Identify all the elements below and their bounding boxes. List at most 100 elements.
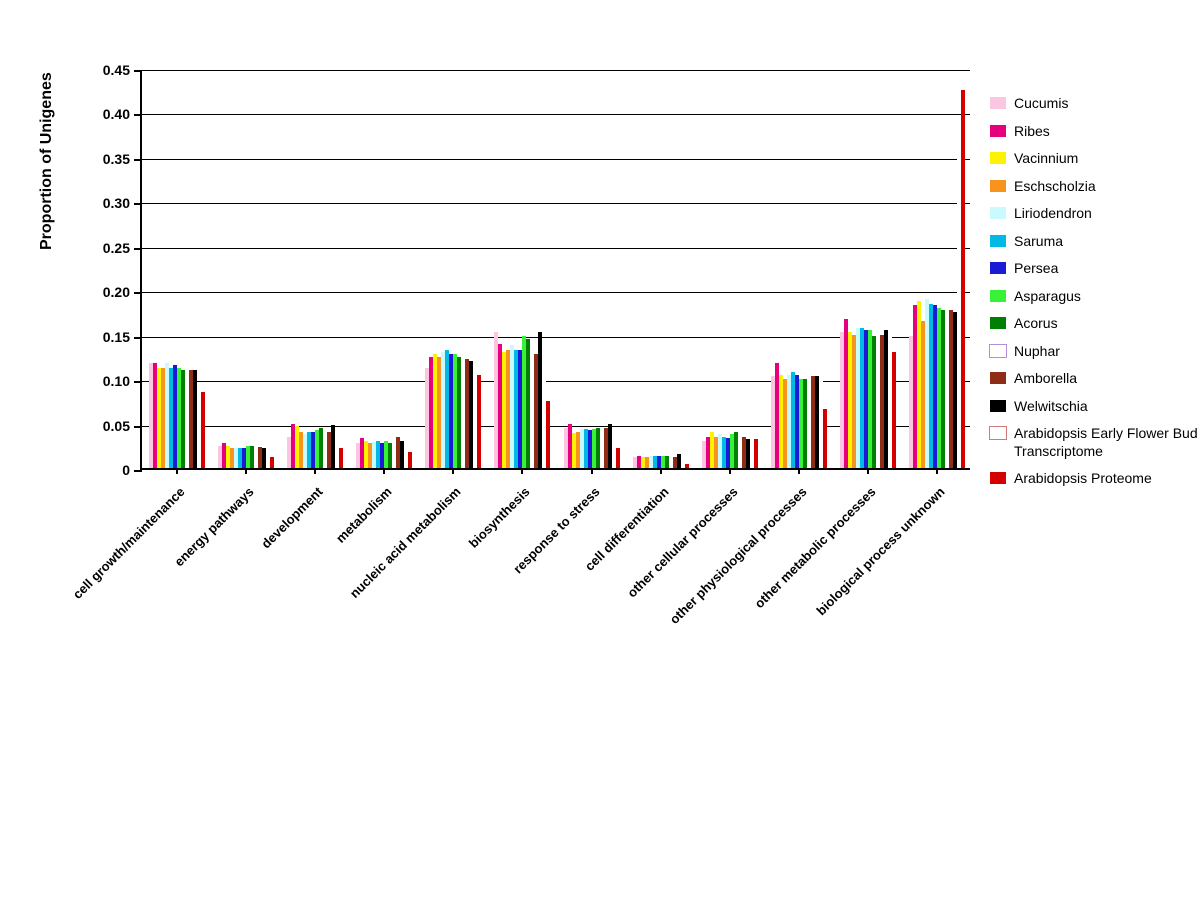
category-group (218, 70, 274, 468)
y-tick-label: 0.40 (103, 106, 130, 122)
x-tick (521, 468, 523, 474)
x-tick-label: response to stress (450, 484, 602, 636)
legend-swatch (990, 317, 1006, 329)
y-tick (134, 159, 142, 161)
y-tick (134, 203, 142, 205)
y-tick-label: 0.45 (103, 62, 130, 78)
x-tick-label: biological process unknown (796, 484, 948, 636)
y-tick-label: 0.10 (103, 373, 130, 389)
legend-swatch (990, 207, 1006, 219)
legend-swatch (990, 372, 1006, 384)
x-tick-label: other physiological processes (658, 484, 810, 636)
x-tick (314, 468, 316, 474)
y-tick (134, 337, 142, 339)
legend-swatch (990, 345, 1006, 357)
bar (616, 448, 620, 468)
x-tick-label: metabolism (243, 484, 395, 636)
y-tick (134, 70, 142, 72)
legend-item: Ribes (990, 123, 1200, 141)
legend-swatch (990, 290, 1006, 302)
category-group (840, 70, 896, 468)
legend-item: Vacinnium (990, 150, 1200, 168)
chart-container: Proportion of Unigenes 00.050.100.150.20… (20, 50, 1180, 850)
bar (961, 90, 965, 468)
legend-swatch (990, 152, 1006, 164)
bar (339, 448, 343, 468)
x-tick-label: other cellular processes (588, 484, 740, 636)
legend-swatch (990, 427, 1006, 439)
bar (408, 452, 412, 468)
bar (201, 392, 205, 468)
legend-label: Acorus (1014, 315, 1058, 333)
legend-swatch (990, 125, 1006, 137)
x-tick (591, 468, 593, 474)
bar (546, 401, 550, 468)
bar (685, 464, 689, 468)
legend-swatch (990, 472, 1006, 484)
x-tick-label: energy pathways (104, 484, 256, 636)
y-tick (134, 426, 142, 428)
y-tick (134, 248, 142, 250)
legend-label: Persea (1014, 260, 1058, 278)
x-tick-label: nucleic acid metabolism (312, 484, 464, 636)
x-tick (729, 468, 731, 474)
bar (754, 439, 758, 468)
legend-item: Amborella (990, 370, 1200, 388)
y-tick-label: 0 (122, 462, 130, 478)
legend-swatch (990, 262, 1006, 274)
category-group (425, 70, 481, 468)
y-tick-label: 0.35 (103, 151, 130, 167)
category-group (633, 70, 689, 468)
x-tick-label: other metabolic processes (727, 484, 879, 636)
bar (823, 409, 827, 468)
y-tick (134, 381, 142, 383)
category-group (702, 70, 758, 468)
y-tick-label: 0.30 (103, 195, 130, 211)
legend-label: Liriodendron (1014, 205, 1092, 223)
x-tick (452, 468, 454, 474)
x-tick (176, 468, 178, 474)
legend-item: Liriodendron (990, 205, 1200, 223)
legend-label: Arabidopsis Proteome (1014, 470, 1152, 488)
x-tick (383, 468, 385, 474)
legend-swatch (990, 400, 1006, 412)
x-tick (798, 468, 800, 474)
legend-item: Arabidopsis Proteome (990, 470, 1200, 488)
legend-label: Ribes (1014, 123, 1050, 141)
legend-swatch (990, 97, 1006, 109)
x-tick-label: biosynthesis (381, 484, 533, 636)
legend-label: Saruma (1014, 233, 1063, 251)
legend-item: Welwitschia (990, 398, 1200, 416)
legend-label: Asparagus (1014, 288, 1081, 306)
legend-item: Arabidopsis Early Flower Bud Transcripto… (990, 425, 1200, 460)
x-tick-label: cell differentiation (519, 484, 671, 636)
legend-label: Nuphar (1014, 343, 1060, 361)
y-tick (134, 114, 142, 116)
category-group (564, 70, 620, 468)
legend-item: Persea (990, 260, 1200, 278)
y-tick-label: 0.05 (103, 418, 130, 434)
category-group (909, 70, 965, 468)
y-tick-label: 0.25 (103, 240, 130, 256)
y-tick (134, 470, 142, 472)
legend-item: Asparagus (990, 288, 1200, 306)
legend-swatch (990, 235, 1006, 247)
legend-label: Eschscholzia (1014, 178, 1096, 196)
y-tick-label: 0.20 (103, 284, 130, 300)
legend-item: Eschscholzia (990, 178, 1200, 196)
legend-label: Vacinnium (1014, 150, 1078, 168)
x-tick (867, 468, 869, 474)
legend-label: Welwitschia (1014, 398, 1088, 416)
plot-area: 00.050.100.150.200.250.300.350.400.45cel… (140, 70, 970, 470)
category-group (494, 70, 550, 468)
category-group (149, 70, 205, 468)
x-tick (660, 468, 662, 474)
legend-item: Nuphar (990, 343, 1200, 361)
x-tick (936, 468, 938, 474)
category-group (771, 70, 827, 468)
bar (477, 375, 481, 468)
bar (892, 352, 896, 468)
x-tick (245, 468, 247, 474)
y-tick-label: 0.15 (103, 329, 130, 345)
y-tick (134, 292, 142, 294)
